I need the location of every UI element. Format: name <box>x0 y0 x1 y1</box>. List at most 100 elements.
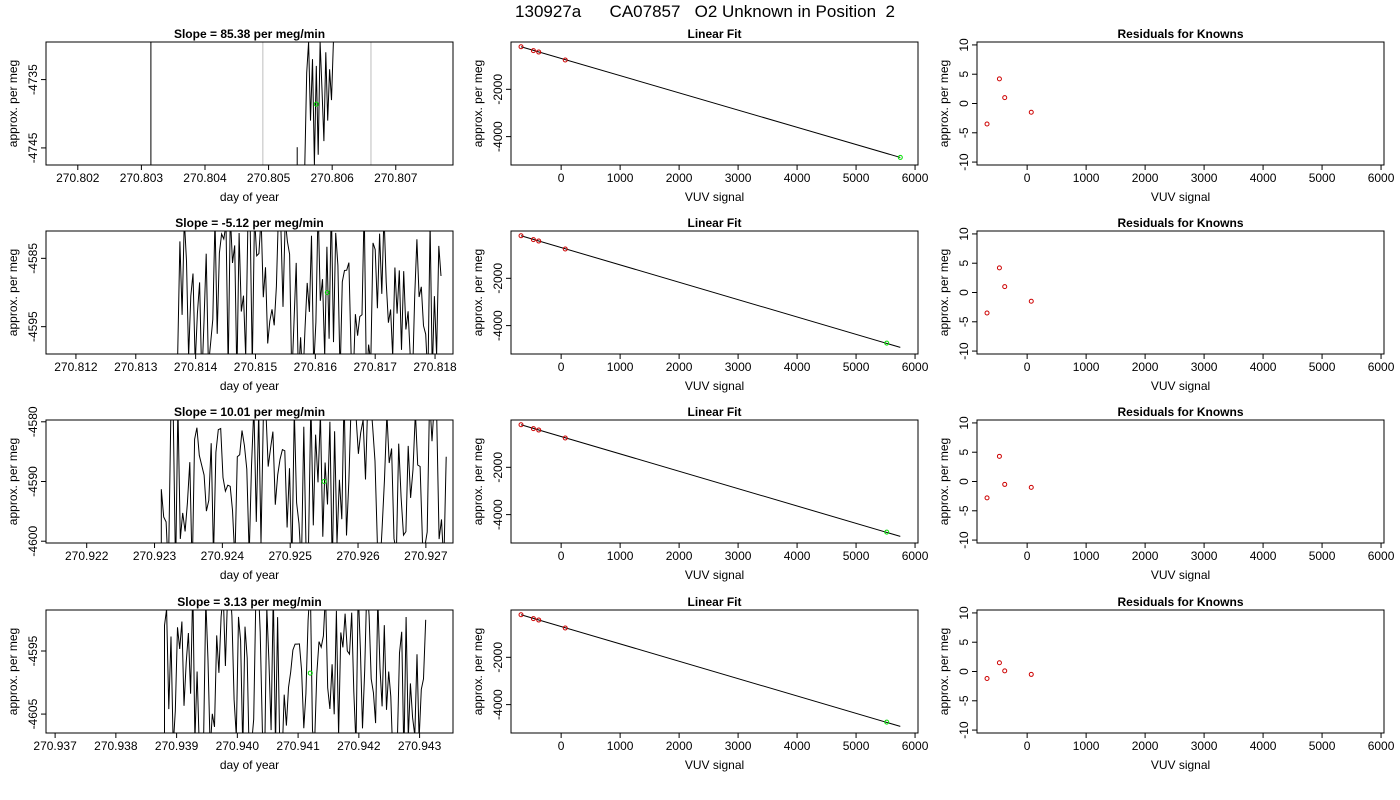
linear-fit-panel: Linear Fit VUV signal approx. per meg 0 1000… <box>471 27 929 204</box>
y-tick-label: 0 <box>957 478 971 485</box>
residual-point <box>984 676 990 682</box>
y-axis-label: approx. per meg <box>471 628 485 715</box>
x-tick-label: 270.940 <box>216 739 260 753</box>
y-tick-label: -4000 <box>491 689 505 720</box>
known-point <box>530 48 536 54</box>
panel-title: Linear Fit <box>687 405 741 419</box>
y-tick-label: 5 <box>957 449 971 456</box>
known-point <box>536 49 542 55</box>
plot-frame <box>976 41 1385 166</box>
y-tick-label: -5 <box>957 505 971 516</box>
x-axis-label: VUV signal <box>685 758 744 772</box>
unknown-point-marker <box>321 479 327 484</box>
residual-point <box>996 265 1002 271</box>
y-tick-label: 0 <box>957 289 971 296</box>
y-axis-label: approx. per meg <box>937 249 951 336</box>
known-point <box>518 612 524 618</box>
x-tick-label: 270.925 <box>269 549 313 563</box>
y-tick-label: 10 <box>957 227 971 241</box>
known-point <box>562 246 568 252</box>
x-tick-label: 3000 <box>1191 549 1218 563</box>
x-axis-label: day of year <box>220 758 279 772</box>
plot-area <box>150 42 372 165</box>
x-tick-label: 5000 <box>1309 739 1336 753</box>
unknown-point-marker <box>324 290 330 295</box>
y-tick-label: -10 <box>957 153 971 171</box>
x-tick-label: 2000 <box>666 739 693 753</box>
y-axis-label: approx. per meg <box>937 60 951 147</box>
plot-frame <box>976 609 1385 734</box>
known-point <box>562 435 568 441</box>
signal-trace <box>164 610 427 733</box>
x-axis-label: day of year <box>220 568 279 582</box>
panel-title: Slope = -5.12 per meg/min <box>175 216 323 230</box>
x-tick-label: 4000 <box>784 739 811 753</box>
residual-point <box>1028 109 1034 115</box>
plot-frame <box>45 41 454 166</box>
x-tick-label: 2000 <box>1132 171 1159 185</box>
x-tick-label: 1000 <box>1073 739 1100 753</box>
x-tick-label: 270.922 <box>65 549 109 563</box>
unknown-point <box>884 340 890 346</box>
x-tick-label: 2000 <box>1132 549 1159 563</box>
residual-point <box>996 76 1002 82</box>
known-point <box>518 44 524 50</box>
x-tick-label: 2000 <box>666 549 693 563</box>
known-point <box>562 57 568 63</box>
panel-title: Residuals for Knowns <box>1117 405 1243 419</box>
y-tick-label: -4000 <box>491 499 505 530</box>
x-tick-label: 1000 <box>607 549 634 563</box>
x-tick-label: 270.815 <box>234 360 278 374</box>
x-tick-label: 4000 <box>784 171 811 185</box>
y-axis-label: approx. per meg <box>6 438 20 525</box>
residual-point <box>1002 284 1008 290</box>
residuals-panel: Residuals for Knowns VUV signal approx. pe… <box>937 405 1395 582</box>
x-tick-label: 4000 <box>1250 549 1277 563</box>
plot-frame <box>45 609 454 734</box>
x-tick-label: 4000 <box>1250 171 1277 185</box>
time-series-panel: Slope = -5.12 per meg/min day of year appr… <box>6 216 457 393</box>
x-tick-label: 6000 <box>1368 739 1395 753</box>
x-tick-label: 270.805 <box>247 171 291 185</box>
x-tick-label: 4000 <box>784 360 811 374</box>
x-tick-label: 5000 <box>843 739 870 753</box>
x-tick-label: 2000 <box>1132 739 1159 753</box>
x-tick-label: 0 <box>558 171 565 185</box>
x-tick-label: 3000 <box>1191 360 1218 374</box>
x-tick-label: 270.941 <box>276 739 320 753</box>
fit-line <box>520 614 901 727</box>
x-tick-label: 6000 <box>1368 171 1395 185</box>
residual-point <box>1028 671 1034 677</box>
x-tick-label: 5000 <box>1309 549 1336 563</box>
x-tick-label: 3000 <box>1191 739 1218 753</box>
residual-point <box>984 121 990 127</box>
x-tick-label: 5000 <box>843 549 870 563</box>
fit-line <box>520 235 901 348</box>
x-tick-label: 2000 <box>666 360 693 374</box>
x-tick-label: 270.923 <box>133 549 177 563</box>
known-point <box>536 617 542 623</box>
y-axis-label: approx. per meg <box>6 249 20 336</box>
x-tick-label: 1000 <box>1073 549 1100 563</box>
unknown-point <box>884 529 890 535</box>
plot-frame <box>976 419 1385 544</box>
x-tick-label: 270.814 <box>174 360 218 374</box>
x-tick-label: 6000 <box>1368 360 1395 374</box>
x-tick-label: 6000 <box>902 171 929 185</box>
y-tick-label: -4605 <box>26 698 40 729</box>
panel-title: Residuals for Knowns <box>1117 595 1243 609</box>
x-tick-label: 270.802 <box>56 171 100 185</box>
known-point <box>530 616 536 622</box>
x-axis-label: VUV signal <box>1151 190 1210 204</box>
panel-title: Residuals for Knowns <box>1117 27 1243 41</box>
residuals-panel: Residuals for Knowns VUV signal approx. pe… <box>937 27 1395 204</box>
y-tick-label: 0 <box>957 100 971 107</box>
unknown-point <box>897 154 903 160</box>
x-tick-label: 3000 <box>725 549 752 563</box>
unknown-point-marker <box>313 101 319 107</box>
panel-title: Linear Fit <box>687 27 741 41</box>
panel-title: Linear Fit <box>687 595 741 609</box>
y-tick-label: -2000 <box>491 263 505 294</box>
y-axis-label: approx. per meg <box>471 60 485 147</box>
